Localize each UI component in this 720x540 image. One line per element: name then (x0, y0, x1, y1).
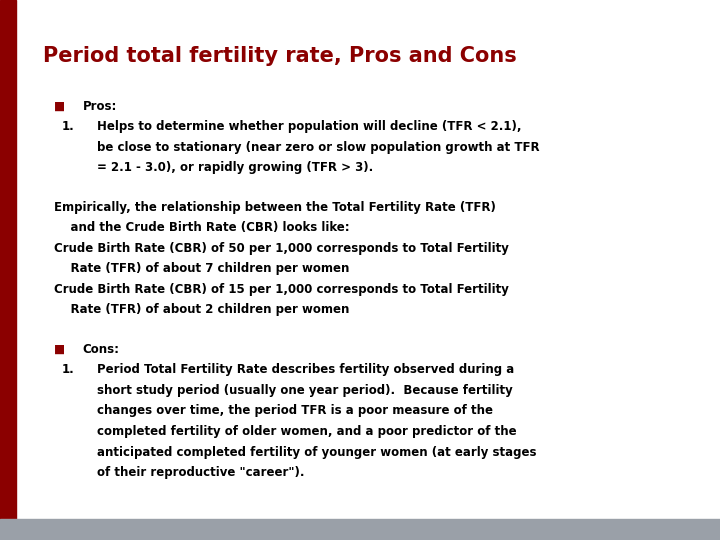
Text: of their reproductive "career").: of their reproductive "career"). (97, 466, 305, 479)
Text: Crude Birth Rate (CBR) of 15 per 1,000 corresponds to Total Fertility: Crude Birth Rate (CBR) of 15 per 1,000 c… (54, 283, 509, 296)
Text: anticipated completed fertility of younger women (at early stages: anticipated completed fertility of young… (97, 446, 536, 458)
Text: be close to stationary (near zero or slow population growth at TFR: be close to stationary (near zero or slo… (97, 141, 540, 154)
Text: Period Total Fertility Rate describes fertility observed during a: Period Total Fertility Rate describes fe… (97, 363, 515, 376)
Text: 1.: 1. (61, 363, 74, 376)
Text: Rate (TFR) of about 7 children per women: Rate (TFR) of about 7 children per women (54, 262, 349, 275)
Text: completed fertility of older women, and a poor predictor of the: completed fertility of older women, and … (97, 425, 517, 438)
Text: Rate (TFR) of about 2 children per women: Rate (TFR) of about 2 children per women (54, 303, 349, 316)
Text: ■: ■ (54, 100, 65, 113)
Bar (0, 0, 16, 519)
Text: Period total fertility rate, Pros and Cons: Period total fertility rate, Pros and Co… (43, 46, 517, 66)
Text: Helps to determine whether population will decline (TFR < 2.1),: Helps to determine whether population wi… (97, 120, 522, 133)
Text: 1.: 1. (61, 120, 74, 133)
Text: = 2.1 - 3.0), or rapidly growing (TFR > 3).: = 2.1 - 3.0), or rapidly growing (TFR > … (97, 161, 374, 174)
Text: Pros:: Pros: (83, 100, 117, 113)
Text: Crude Birth Rate (CBR) of 50 per 1,000 corresponds to Total Fertility: Crude Birth Rate (CBR) of 50 per 1,000 c… (54, 242, 509, 255)
Text: and the Crude Birth Rate (CBR) looks like:: and the Crude Birth Rate (CBR) looks lik… (54, 221, 350, 234)
Text: changes over time, the period TFR is a poor measure of the: changes over time, the period TFR is a p… (97, 404, 493, 417)
Text: Empirically, the relationship between the Total Fertility Rate (TFR): Empirically, the relationship between th… (54, 201, 496, 214)
Text: short study period (usually one year period).  Because fertility: short study period (usually one year per… (97, 384, 513, 397)
Text: Cons:: Cons: (83, 343, 120, 356)
Text: ■: ■ (54, 343, 65, 356)
Bar (0, 519, 720, 540)
